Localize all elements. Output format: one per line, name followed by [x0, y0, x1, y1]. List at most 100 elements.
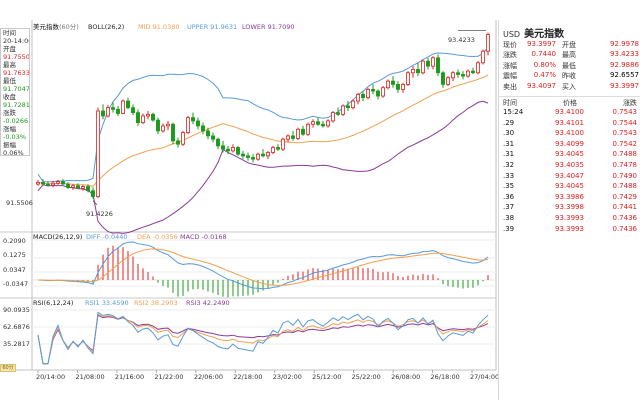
macd-dea-line [38, 248, 489, 286]
candle-body [426, 60, 430, 67]
candle-body [406, 72, 410, 85]
period-badge[interactable]: 60分 [0, 364, 16, 372]
candle-body [81, 186, 85, 189]
rsi2-value: RSI2 38.2903 [134, 299, 178, 307]
quote-cell: 0.47% [533, 71, 556, 80]
candle-body [281, 138, 285, 150]
candle-body [76, 185, 80, 189]
candle-body [146, 113, 150, 117]
info-row: 最低 [3, 77, 16, 85]
tick-cell: 93.4045 [555, 150, 584, 159]
chart-symbol: 美元指数(60分) [33, 23, 79, 31]
tick-cell: .37 [503, 203, 515, 212]
info-row: 0.06% [3, 149, 24, 157]
rsi-label: RSI(6,12,24) [33, 299, 74, 307]
candle-body [316, 121, 320, 125]
tick-row: .33 93.4047 0.7490 [499, 171, 640, 182]
tick-row: .31 93.4045 0.7488 [499, 149, 640, 160]
candle-body [266, 152, 270, 157]
candle-body [391, 80, 395, 85]
tick-cell: 93.4047 [555, 171, 584, 180]
candle-body [361, 93, 365, 99]
tick-cell: 93.4035 [555, 160, 584, 169]
candle-body [191, 117, 195, 122]
quote-cell: 93.4097 [527, 81, 556, 90]
tick-row: .37 93.3998 0.7441 [499, 202, 640, 213]
candle-body [416, 69, 420, 74]
candle-body [411, 69, 415, 74]
candle-body [331, 112, 335, 122]
candle-body [256, 153, 260, 160]
tick-cell: 93.3993 [555, 224, 584, 233]
info-row: -0.0266 [3, 117, 29, 125]
tick-cell: .31 [503, 150, 515, 159]
candle-body [296, 128, 300, 139]
info-row: 20-14:00 [3, 37, 29, 45]
tick-row: .38 93.3993 0.7436 [499, 213, 640, 224]
rsi-tick: 90.0935 [3, 306, 30, 314]
tick-cell: 0.7441 [612, 203, 638, 212]
candle-body [41, 182, 45, 185]
rsi1-line [37, 311, 489, 365]
tick-row: .39 93.3993 0.7436 [499, 224, 640, 235]
candle-body [171, 123, 175, 142]
boll-lower-line [37, 100, 489, 234]
candle-body [341, 105, 345, 115]
tick-cell: .33 [503, 171, 515, 180]
candle-body [86, 186, 90, 192]
quote-cell: 92.6557 [610, 71, 639, 80]
info-row: -0.03% [3, 133, 26, 141]
candle-body [301, 128, 305, 135]
candle-body [456, 72, 460, 75]
info-row: 开盘 [3, 45, 16, 53]
x-tick-label: 25/12:00 [312, 373, 342, 381]
info-row: 91.7550 [3, 53, 29, 61]
macd-tick: 0.0347 [3, 266, 26, 274]
tick-row: 15:24 93.4100 0.7543 [499, 107, 640, 118]
tick-cell: 0.7488 [612, 150, 638, 159]
candle-body [276, 147, 280, 150]
candle-body [471, 70, 475, 74]
quote-cell: 买入 [562, 82, 576, 91]
candle-body [271, 147, 275, 153]
info-row: 91.7281 [3, 101, 29, 109]
quote-cell: 涨跌 [503, 51, 517, 60]
tick-cell: 15:24 [503, 108, 524, 116]
candle-body [371, 88, 375, 92]
macd-diff-line [37, 241, 489, 290]
info-row: 91.7633 [3, 69, 29, 77]
low-price-label: 91.4226 [86, 210, 113, 218]
candle-body [91, 190, 95, 197]
candle-body [71, 185, 75, 188]
ohlc-info-panel: 时间20-14:00开盘91.7550最高91.7633最低91.7047收盘9… [0, 28, 30, 157]
candle-body [441, 72, 445, 85]
quote-table: 现价 93.3997 开盘 92.9978 涨跌 0.7440 最高 93.4233 涨幅 0.8… [499, 39, 640, 91]
candle-body [481, 50, 485, 64]
candle-body [346, 105, 350, 109]
tick-cell: 93.3986 [555, 192, 584, 201]
candle-body [221, 145, 225, 150]
tick-cell: .32 [503, 160, 515, 169]
tick-cell: 0.7478 [612, 160, 638, 169]
candle-body [381, 87, 385, 97]
rsi3-value: RSI3 42.2490 [186, 299, 230, 307]
macd-macd-value: MACD -0.0168 [180, 233, 227, 241]
high-price-label: 93.4233 [448, 36, 475, 44]
x-tick-label: 20/14:00 [36, 373, 66, 381]
x-tick-label: 21/22:00 [154, 373, 184, 381]
tick-row: .35 93.4045 0.7488 [499, 181, 640, 192]
tick-cell: .35 [503, 182, 515, 191]
boll-upper-value: UPPER 91.9631 [187, 23, 238, 31]
macd-tick: -0.0347 [3, 280, 29, 288]
candle-body [216, 138, 220, 147]
ticks-list: 15:24 93.4100 0.7543 .29 93.4101 0.7544 .30 93.… [499, 107, 640, 234]
info-row: 涨跌 [3, 109, 16, 117]
quote-cell: 92.9886 [610, 60, 639, 69]
candle-body [431, 57, 435, 67]
tick-cell: .31 [503, 139, 515, 148]
candle-body [451, 72, 455, 79]
quote-row: 涨幅 0.80% 最低 92.9886 [499, 60, 640, 70]
quote-cell: 震幅 [503, 72, 517, 81]
candle-body [136, 112, 140, 124]
